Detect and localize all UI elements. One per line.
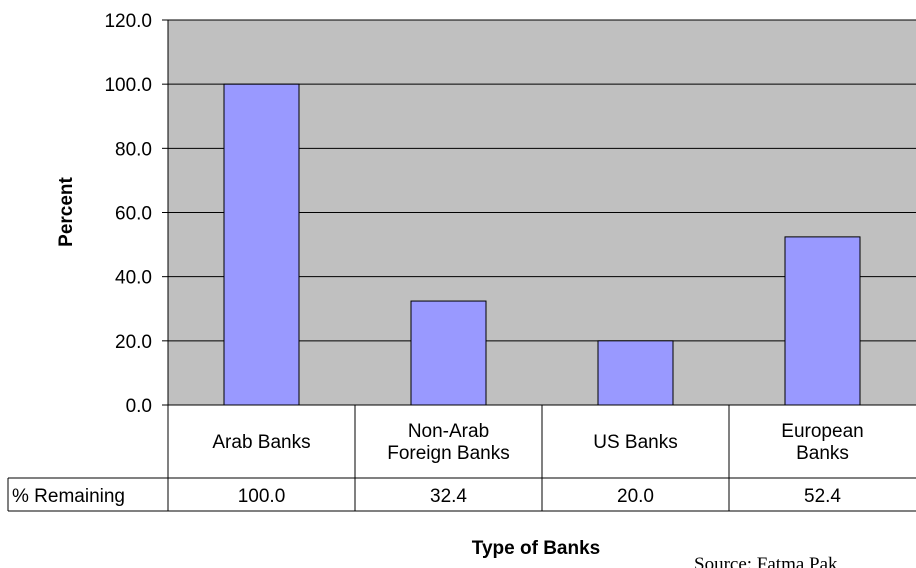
- y-tick-label: 100.0: [104, 75, 152, 96]
- category-label: Non-Arab Foreign Banks: [387, 421, 510, 464]
- y-tick-label: 120.0: [104, 11, 152, 32]
- source-note: Source: Fatma Pak: [694, 554, 838, 568]
- category-label: European Banks: [781, 421, 863, 464]
- data-table-value: 20.0: [617, 486, 654, 507]
- y-axis-title: Percent: [56, 176, 77, 246]
- bar: [410, 300, 487, 406]
- data-table-value: 32.4: [430, 486, 467, 507]
- category-label: Arab Banks: [212, 432, 310, 453]
- y-tick-label: 80.0: [115, 139, 152, 160]
- bar: [784, 236, 861, 406]
- y-tick-label: 60.0: [115, 204, 152, 225]
- bars: [223, 83, 861, 406]
- data-table-value: 52.4: [804, 486, 841, 507]
- data-table: % Remaining Arab Banks Non-Arab Foreign Ba…: [7, 404, 916, 512]
- y-axis-ticks: 0.0 20.0 40.0 60.0 80.0 100.0 120.0: [104, 11, 168, 417]
- data-table-row-label: % Remaining: [12, 486, 125, 507]
- y-tick-label: 0.0: [126, 396, 152, 417]
- data-table-value: 100.0: [238, 486, 286, 507]
- category-label: US Banks: [593, 432, 677, 453]
- x-axis-title: Type of Banks: [472, 538, 600, 559]
- y-tick-label: 40.0: [115, 268, 152, 289]
- bar: [597, 340, 674, 406]
- bar: [223, 83, 300, 406]
- y-tick-label: 20.0: [115, 332, 152, 353]
